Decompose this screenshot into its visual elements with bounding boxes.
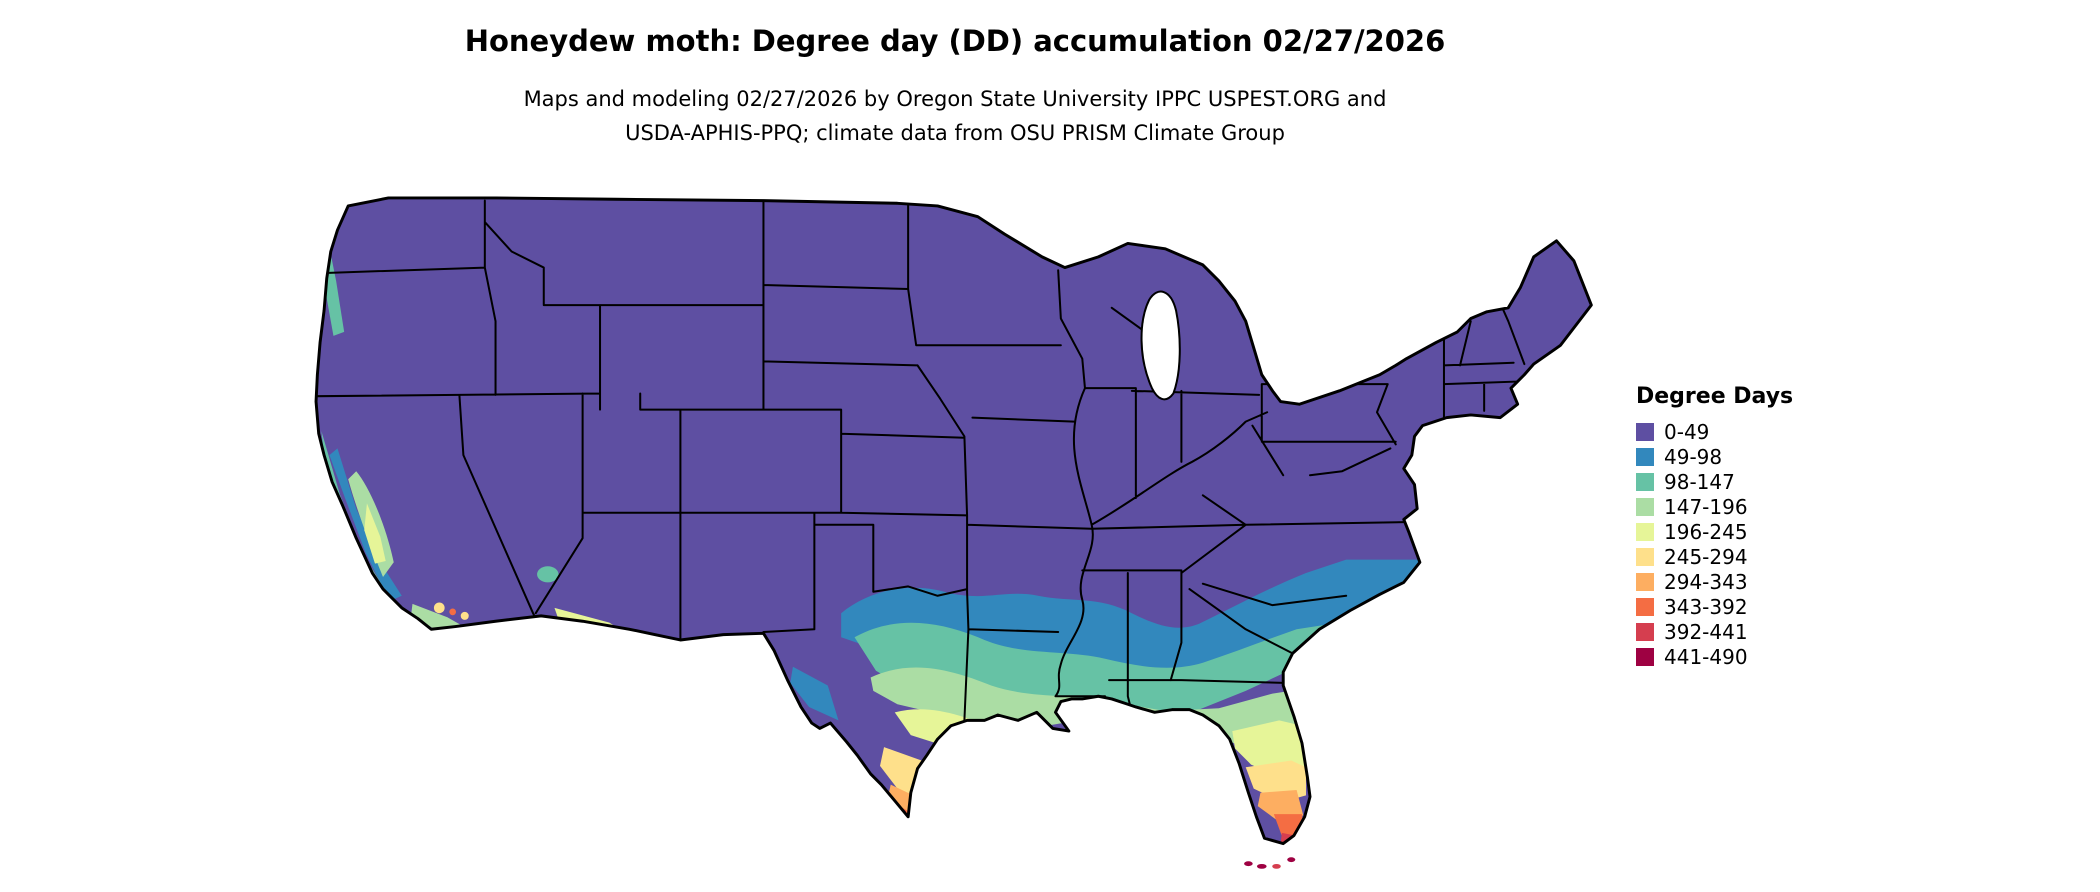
legend-title: Degree Days [1636,384,1794,409]
dd-spot-245-294-socal-a [433,602,445,614]
header: Honeydew moth: Degree day (DD) accumulat… [0,24,1910,150]
us-map [314,196,1593,869]
legend-item: 98-147 [1636,469,1793,494]
dd-spot-441-490-key-d [1287,857,1296,863]
legend-swatch [1636,522,1654,541]
legend-swatch [1636,447,1654,466]
legend-swatch [1636,547,1654,566]
legend-label: 49-98 [1664,444,1723,469]
dd-spot-343-392-yuma [566,621,575,630]
map-title: Honeydew moth: Degree day (DD) accumulat… [464,24,1446,58]
legend-label: 294-343 [1664,569,1748,594]
map-subtitle-line1: Maps and modeling 02/27/2026 by Oregon S… [523,87,1387,111]
legend-item: 245-294 [1636,544,1793,569]
dd-region-0-49 [316,197,1592,844]
legend-item: 147-196 [1636,494,1793,519]
legend-label: 441-490 [1664,644,1748,669]
dd-spot-343-392-socal [449,608,457,616]
map-subtitle-line2: USDA-APHIS-PPQ; climate data from OSU PR… [625,121,1285,145]
legend-label: 343-392 [1664,594,1748,619]
legend-label: 98-147 [1664,469,1735,494]
legend-label: 196-245 [1664,519,1748,544]
dd-spot-441-490-key-a [1244,861,1253,867]
legend-swatch [1636,472,1654,491]
florida-keys [1244,857,1296,869]
dd-band-147-196-socal [411,603,467,631]
legend: Degree Days 0-49 49-98 98-147 147-196 196-24… [1636,384,1793,669]
dd-spot-441-490-key-b [1256,863,1267,869]
legend-item: 441-490 [1636,644,1793,669]
legend-swatch [1636,497,1654,516]
legend-item: 0-49 [1636,419,1793,444]
lake-michigan-icon [1140,290,1181,401]
us-outline [314,196,1593,846]
legend-label: 147-196 [1664,494,1748,519]
legend-swatch [1636,647,1654,666]
legend-item: 49-98 [1636,444,1793,469]
legend-swatch [1636,597,1654,616]
dd-spot-245-294-socal-b [460,611,469,620]
dd-band-49-98-westtexas [790,666,839,721]
dd-band-98-147-s-nevada [537,566,559,583]
legend-label: 245-294 [1664,544,1748,569]
legend-label: 0-49 [1664,419,1710,444]
dd-band-392-441-florida-tip [1280,832,1302,844]
legend-swatch [1636,622,1654,641]
legend-item: 294-343 [1636,569,1793,594]
dd-band-294-343-florida [1257,790,1304,821]
dd-spot-245-294-tucson [612,639,623,649]
legend-item: 392-441 [1636,619,1793,644]
legend-item: 196-245 [1636,519,1793,544]
legend-label: 392-441 [1664,619,1748,644]
dd-spot-392-441-key-c [1272,863,1281,869]
legend-item: 343-392 [1636,594,1793,619]
state-borders [316,199,1526,733]
legend-swatch [1636,422,1654,441]
legend-swatch [1636,572,1654,591]
dd-band-196-245-valley-core [364,503,386,564]
legend-items: 0-49 49-98 98-147 147-196 196-245 245-294 294-… [1636,419,1793,669]
dd-spot-245-294-phoenix [582,623,597,638]
dd-band-49-98-california [329,448,402,602]
